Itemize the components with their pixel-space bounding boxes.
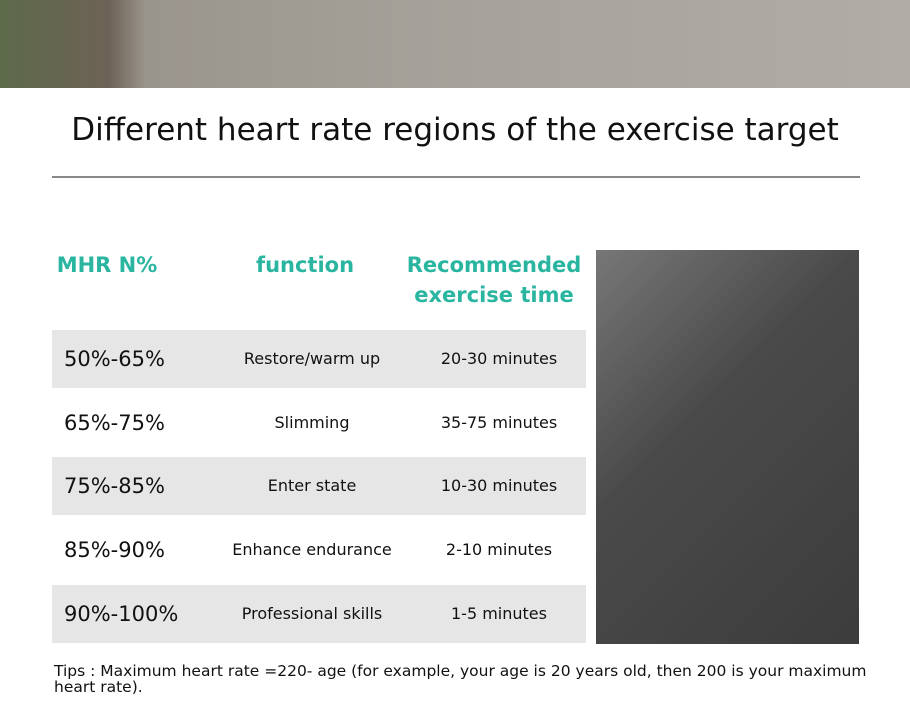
side-photo <box>596 250 859 644</box>
tips: Tips : Maximum heart rate =220- age (for… <box>54 662 867 696</box>
table-cell: Enter state <box>267 476 357 495</box>
column-header: MHR N% <box>56 253 158 277</box>
title: Different heart rate regions of the exer… <box>71 112 839 148</box>
table-row: 65%-75% Slimming 35-75 minutes <box>52 394 586 452</box>
table-row: 50%-65% Restore/warm up 20-30 minutes <box>52 330 586 388</box>
table-cell: 20-30 minutes <box>440 349 558 368</box>
table-row: 85%-90% Enhance endurance 2-10 minutes <box>52 521 586 579</box>
table-cell: 50%-65% <box>64 347 165 371</box>
table-cell: Professional skills <box>241 604 383 623</box>
table-cell: 90%-100% <box>64 602 179 626</box>
table-row: 90%-100% Professional skills 1-5 minutes <box>52 585 586 643</box>
table-cell: Enhance endurance <box>232 540 392 559</box>
divider <box>52 176 860 178</box>
table-cell: Restore/warm up <box>243 349 381 368</box>
table-cell: 2-10 minutes <box>445 540 553 559</box>
column-header: Recommended exercise time <box>406 253 582 307</box>
table-cell: 75%-85% <box>64 474 165 498</box>
header-photo <box>0 0 910 88</box>
table-cell: 85%-90% <box>64 538 165 562</box>
table-cell: 65%-75% <box>64 411 165 435</box>
table-cell: 10-30 minutes <box>440 476 558 495</box>
table-cell: Slimming <box>274 413 350 432</box>
table-cell: 35-75 minutes <box>440 413 558 432</box>
table-row: 75%-85% Enter state 10-30 minutes <box>52 457 586 515</box>
column-header: function <box>255 253 355 277</box>
table-cell: 1-5 minutes <box>451 604 547 623</box>
